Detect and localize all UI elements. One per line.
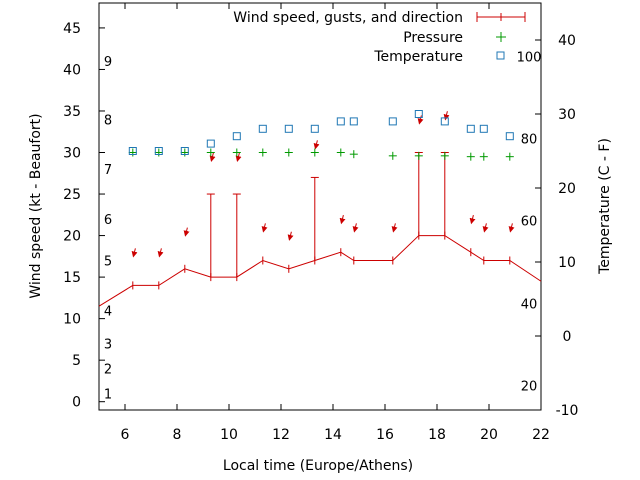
wind-direction-arrow — [482, 223, 489, 233]
beaufort-label: 3 — [104, 338, 112, 353]
beaufort-label: 7 — [104, 163, 112, 178]
fahrenheit-label: 40 — [521, 297, 538, 312]
legend-swatch-temperature — [496, 51, 505, 60]
wind-direction-arrow — [209, 152, 216, 162]
wind-direction-arrow — [339, 214, 346, 225]
y-tick-label: 25 — [63, 187, 81, 203]
y-tick-label: 15 — [63, 270, 81, 286]
y2-axis-ticks: -10 0 10 20 30 40 — [535, 33, 578, 419]
x-tick-label: 10 — [220, 427, 238, 443]
temperature-point — [466, 124, 475, 133]
x-tick-label: 16 — [376, 427, 394, 443]
wind-direction-arrow — [183, 227, 190, 237]
wind-direction-arrow — [469, 214, 476, 225]
fahrenheit-labels: 20 40 60 80 100 — [517, 50, 542, 394]
temperature-point — [310, 124, 319, 133]
plot-frame — [98, 2, 542, 411]
y2-axis-title: Temperature (C - F) — [597, 138, 613, 275]
y-axis-title: Wind speed (kt - Beaufort) — [28, 113, 44, 298]
y-tick-label: 35 — [63, 104, 81, 120]
wind-direction-arrow — [261, 223, 268, 233]
wind-direction-arrow — [417, 115, 424, 125]
y2-tick-label: 20 — [558, 181, 576, 197]
x-tick-label: 18 — [428, 427, 446, 443]
y2-tick-label: 0 — [563, 329, 572, 345]
wind-direction-arrow — [508, 223, 515, 233]
wind-direction-arrow — [235, 152, 242, 162]
x-tick-label: 8 — [173, 427, 182, 443]
legend-label-wind: Wind speed, gusts, and direction — [233, 10, 463, 26]
temperature-point — [336, 117, 345, 126]
fahrenheit-label: 100 — [517, 50, 542, 65]
temperature-point — [180, 147, 189, 155]
temperature-point — [284, 124, 293, 133]
legend-swatch-wind — [476, 12, 526, 22]
wind-direction-arrow — [352, 223, 359, 233]
beaufort-label: 4 — [104, 304, 112, 319]
temperature-point — [505, 132, 514, 141]
wind-speed-line — [98, 235, 542, 307]
y-tick-label: 20 — [63, 229, 81, 245]
wind-gust-series — [206, 152, 449, 278]
wind-direction-arrow — [131, 248, 138, 258]
y2-tick-label: 40 — [558, 33, 576, 49]
pressure-series — [128, 148, 514, 161]
beaufort-label: 6 — [104, 213, 112, 228]
y-tick-label: 40 — [63, 62, 81, 78]
temperature-point — [206, 139, 215, 148]
beaufort-label: 9 — [104, 55, 112, 70]
temperature-point — [349, 117, 358, 126]
fahrenheit-label: 60 — [521, 215, 538, 230]
fahrenheit-label: 20 — [521, 380, 538, 395]
y2-tick-label: 10 — [558, 255, 576, 271]
x-axis-title: Local time (Europe/Athens) — [223, 458, 413, 474]
x-tick-label: 20 — [480, 427, 498, 443]
temperature-point — [128, 147, 137, 155]
y-tick-label: 0 — [72, 395, 81, 411]
wind-direction-series — [131, 111, 515, 258]
x-tick-label: 22 — [532, 427, 550, 443]
legend-swatch-pressure — [496, 32, 506, 42]
beaufort-label: 8 — [104, 113, 112, 128]
temperature-point — [479, 124, 488, 133]
wind-direction-arrow — [313, 140, 320, 150]
temperature-point — [258, 124, 267, 133]
y-tick-label: 45 — [63, 21, 81, 37]
wind-direction-arrow — [287, 231, 294, 241]
x-tick-label: 6 — [121, 427, 130, 443]
x-tick-label: 14 — [324, 427, 342, 443]
x-tick-label: 12 — [272, 427, 290, 443]
temperature-point — [440, 117, 449, 126]
temperature-point — [414, 110, 423, 118]
y-tick-label: 10 — [63, 312, 81, 328]
y-tick-label: 30 — [63, 146, 81, 162]
beaufort-label: 2 — [104, 362, 112, 377]
legend: Wind speed, gusts, and direction Pressur… — [233, 10, 526, 65]
y-tick-label: 5 — [72, 353, 81, 369]
wind-speed-series — [98, 231, 542, 307]
y2-tick-label: -10 — [556, 403, 579, 419]
wind-direction-arrow — [391, 223, 398, 233]
beaufort-label: 5 — [104, 254, 112, 269]
temperature-point — [388, 117, 397, 126]
legend-label-temperature: Temperature — [373, 49, 463, 65]
legend-label-pressure: Pressure — [403, 30, 463, 46]
y-axis-ticks: 0 5 10 15 20 25 30 35 40 45 — [63, 21, 105, 411]
temperature-series — [128, 110, 514, 155]
fahrenheit-label: 80 — [521, 132, 538, 147]
y2-tick-label: 30 — [558, 107, 576, 123]
beaufort-label: 1 — [104, 387, 112, 402]
wind-direction-arrow — [157, 248, 164, 258]
x-axis-ticks: 6 8 10 12 14 16 18 20 22 — [121, 3, 550, 443]
beaufort-labels: 1 2 3 4 5 6 7 8 9 — [104, 55, 112, 402]
temperature-point — [154, 147, 163, 155]
temperature-point — [232, 132, 241, 141]
